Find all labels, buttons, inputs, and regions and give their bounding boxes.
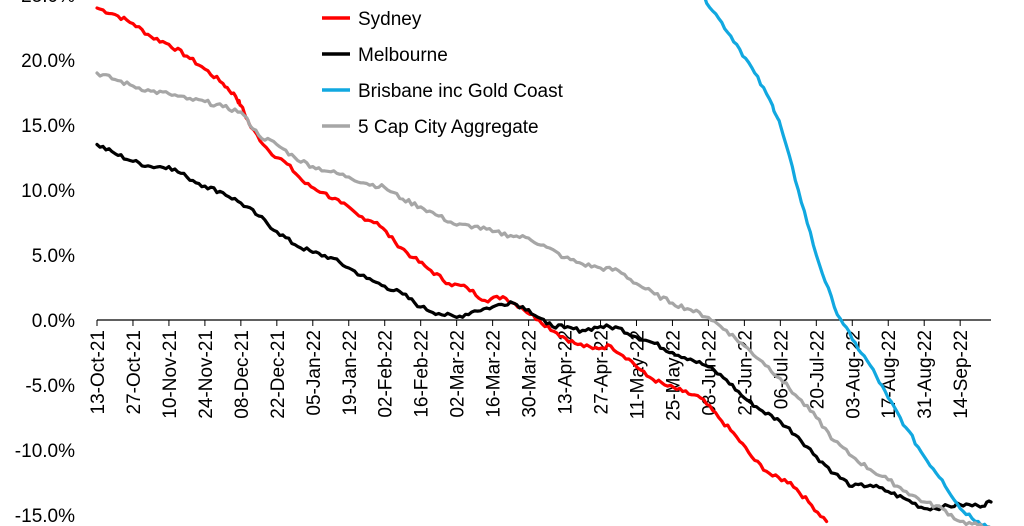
series-line-brisbane-inc-gold-coast	[703, 0, 991, 526]
series-layer	[95, 0, 993, 526]
y-tick-label: -10.0%	[15, 441, 75, 462]
legend-label: Sydney	[358, 9, 422, 30]
legend: Sydney Melbourne Brisbane inc Gold Coast 5 …	[322, 9, 564, 138]
y-tick-label: -5.0%	[25, 376, 75, 397]
y-tick-label: 0.0%	[32, 311, 75, 332]
x-tick-label: 02-Mar-22	[448, 330, 469, 418]
y-tick-label: -15.0%	[15, 506, 75, 526]
x-tick-label: 11-May-22	[627, 330, 648, 419]
x-tick-label: 08-Jun-22	[699, 330, 720, 416]
legend-label: Brisbane inc Gold Coast	[358, 81, 564, 102]
x-tick-label: 02-Feb-22	[376, 330, 397, 418]
x-tick-label: 27-Apr-22	[592, 330, 613, 415]
legend-label: 5 Cap City Aggregate	[358, 117, 539, 138]
x-tick-label: 13-Oct-21	[88, 330, 109, 414]
y-axis: -15.0% -10.0% -5.0% 0.0% 5.0% 10.0% 15.0% 20.0%…	[15, 0, 75, 526]
y-tick-label: 15.0%	[21, 116, 75, 137]
x-tick-label: 16-Feb-22	[412, 330, 433, 418]
y-tick-label: 10.0%	[21, 181, 75, 202]
x-tick-label: 27-Oct-21	[124, 330, 145, 414]
x-tick-label: 20-Jul-22	[807, 330, 828, 409]
x-tick-label: 17-Aug-22	[879, 330, 900, 419]
series-line-5-cap-city-aggregate	[95, 71, 991, 526]
x-tick-label: 31-Aug-22	[915, 330, 936, 419]
x-tick-label: 13-Apr-22	[556, 330, 577, 415]
x-tick-label: 24-Nov-21	[196, 330, 217, 419]
x-tick-label: 30-Mar-22	[520, 330, 541, 418]
y-tick-label: 5.0%	[32, 246, 75, 267]
x-tick-label: 19-Jan-22	[340, 330, 361, 416]
x-tick-label: 10-Nov-21	[160, 330, 181, 419]
x-tick-label: 16-Mar-22	[484, 330, 505, 418]
x-tick-label: 06-Jul-22	[771, 330, 792, 409]
x-axis: 13-Oct-21 27-Oct-21 10-Nov-21 24-Nov-21 08-D…	[88, 319, 991, 421]
x-tick-label: 14-Sep-22	[951, 330, 972, 419]
series-line-sydney	[95, 6, 829, 524]
x-tick-label: 25-May-22	[663, 330, 684, 421]
x-tick-label: 22-Dec-21	[268, 330, 289, 419]
x-tick-label: 08-Dec-21	[232, 330, 253, 419]
x-tick-label: 05-Jan-22	[304, 330, 325, 416]
y-tick-label: 20.0%	[21, 51, 75, 72]
legend-label: Melbourne	[358, 45, 448, 66]
y-tick-label: 25.0%	[21, 0, 75, 7]
series-line-melbourne	[95, 142, 993, 512]
